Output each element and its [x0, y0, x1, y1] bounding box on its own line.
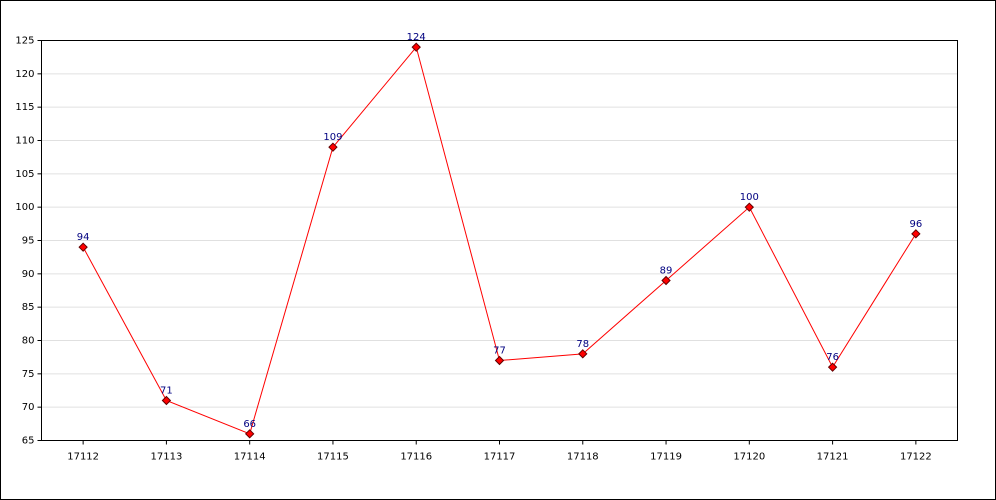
y-tick-label: 85 [22, 302, 35, 313]
data-point [911, 229, 921, 239]
x-tick-label: 17117 [484, 452, 516, 463]
x-tick-label: 17119 [650, 452, 682, 463]
y-tick-label: 100 [15, 202, 34, 213]
data-point [827, 362, 838, 372]
data-point [744, 202, 755, 212]
data-label: 77 [493, 346, 506, 357]
data-point [578, 349, 588, 359]
data-point [78, 242, 88, 252]
data-point [161, 395, 172, 406]
x-tick-label: 17115 [317, 452, 349, 463]
data-point [411, 42, 421, 52]
x-tick-label: 17120 [733, 452, 765, 463]
x-tick-label: 17122 [900, 452, 932, 463]
data-label: 94 [77, 232, 90, 243]
y-tick-label: 75 [22, 369, 35, 380]
x-tick-label: 17116 [400, 452, 432, 463]
x-tick-label: 17112 [67, 452, 99, 463]
x-tick-label: 17113 [151, 452, 183, 463]
y-tick-label: 65 [22, 436, 35, 447]
y-tick-label: 95 [22, 236, 35, 247]
data-point [661, 275, 671, 286]
data-point [244, 429, 255, 439]
data-label: 66 [243, 419, 256, 430]
data-label: 76 [826, 352, 839, 363]
y-tick-label: 110 [15, 136, 34, 147]
x-tick-label: 17118 [567, 452, 599, 463]
y-tick-label: 80 [22, 336, 35, 347]
y-tick-label: 90 [22, 269, 35, 280]
data-label: 96 [909, 219, 922, 230]
y-tick-label: 70 [22, 402, 35, 413]
data-label: 124 [407, 32, 426, 43]
data-label: 100 [740, 192, 759, 203]
data-point [494, 355, 505, 366]
data-label: 78 [576, 339, 589, 350]
y-tick-label: 120 [15, 69, 34, 80]
data-label: 71 [160, 386, 173, 397]
y-tick-label: 125 [15, 36, 34, 47]
y-tick-label: 115 [15, 102, 34, 113]
data-label: 109 [323, 132, 342, 143]
y-tick-label: 105 [15, 169, 34, 180]
data-label: 89 [660, 266, 673, 277]
x-tick-label: 17121 [817, 452, 849, 463]
x-tick-label: 17114 [234, 452, 266, 463]
data-point [328, 142, 338, 152]
